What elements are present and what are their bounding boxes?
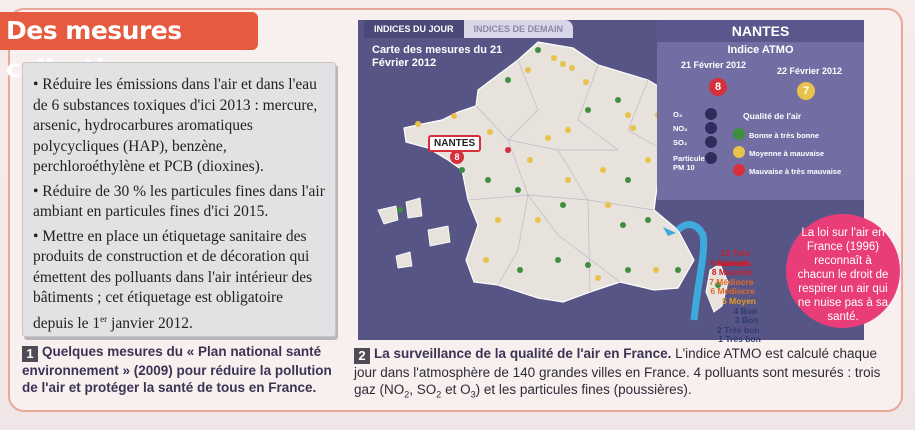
caption-2-number: 2 [354, 348, 370, 364]
france-outline [403, 41, 695, 303]
section-title: Des mesures collectives [0, 12, 258, 83]
stations [397, 47, 721, 288]
quality-dot-good [733, 128, 745, 140]
law-text: La loi sur l'air en France (1996) reconn… [797, 227, 889, 323]
atmo-scale-graphic [663, 221, 708, 321]
scale-level-1: 1 Très bon [718, 334, 761, 345]
map-tabs: INDICES DU JOUR INDICES DE DEMAIN [364, 20, 574, 38]
tab-indices-du-jour[interactable]: INDICES DU JOUR [364, 20, 464, 38]
nantes-map-index: 8 [450, 150, 464, 164]
scale-level-4: 4 Bon [733, 305, 758, 316]
so2-sub: 2 [436, 389, 442, 400]
scale-level-6: 6 Médiocre [710, 286, 755, 297]
measures-text-box: • Réduire les émissions dans l'air et da… [22, 62, 336, 337]
scale-level-9: 9 Mauvais [710, 257, 752, 268]
no2-sub: 2 [404, 389, 410, 400]
scale-level-7: 7 Médiocre [709, 276, 754, 287]
caption-2-text: L'indice ATMO est calculé chaque jour da… [354, 346, 881, 397]
pollutant-dot-so2 [705, 136, 717, 148]
caption-1-text: Quelques mesures du « Plan national sant… [22, 344, 332, 395]
index-badge-2: 7 [797, 82, 815, 100]
date-1: 21 Février 2012 [681, 60, 747, 70]
nantes-title: NANTES [657, 20, 864, 42]
bullet-2: • Réduire de 30 % les particules fines d… [33, 182, 325, 221]
date-sup: er [100, 313, 108, 324]
pollutant-pm10: Particules PM 10 [673, 154, 709, 172]
so2-text: , SO [409, 382, 437, 397]
date-2: 22 Février 2012 [777, 66, 843, 76]
france-map [377, 41, 729, 321]
bullet-3-text: • Mettre en place un étiquetage sanitair… [33, 227, 313, 332]
scale-level-5: 5 Moyen [721, 296, 756, 306]
pollutant-dot-pm10 [705, 152, 717, 164]
tab-indices-de-demain[interactable]: INDICES DE DEMAIN [463, 20, 574, 38]
index-badge-1: 8 [709, 78, 727, 96]
quality-dot-bad [733, 164, 745, 176]
caption-1: 1 Quelques mesures du « Plan national san… [22, 343, 342, 396]
o3-text: et O [441, 382, 471, 397]
overseas-islands [377, 197, 451, 269]
nantes-map-label-text: NANTES [434, 138, 476, 149]
quality-label-bad: Mauvaise à très mauvaise [749, 167, 842, 176]
pollutant-dot-no2 [705, 122, 717, 134]
quality-dot-medium [733, 146, 745, 158]
region-lines [467, 59, 664, 293]
quality-title: Qualité de l'air [743, 111, 802, 121]
quality-label-medium: Moyenne à mauvaise [749, 149, 825, 158]
quality-label-good: Bonne à très bonne [749, 131, 820, 140]
caption-1-number: 1 [22, 346, 38, 362]
corsica [705, 263, 729, 313]
bullet-3: • Mettre en place un étiquetage sanitair… [33, 227, 313, 332]
scale-level-2: 2 Très bon [717, 324, 760, 335]
nantes-panel: NANTES Indice ATMO 21 Février 2012 22 Fé… [657, 20, 864, 200]
scale-level-3: 3 Bon [734, 315, 759, 326]
scale-level-8: 8 Mauvais [711, 267, 753, 278]
pollutant-so2: SO₂ [673, 138, 688, 147]
law-circle: La loi sur l'air en France (1996) reconn… [786, 214, 900, 328]
atmo-title: Indice ATMO [727, 44, 794, 56]
pollutant-o3: O₃ [673, 110, 683, 119]
o3-sub: 3 [470, 389, 476, 400]
scale-level-10: 10 Très mauvais [715, 248, 750, 268]
pollutant-no2: NO₂ [673, 124, 688, 133]
caption-2: 2 La surveillance de la qualité de l'air … [354, 345, 894, 404]
caption-2-tail: ) et les particules fines (poussières). [475, 382, 692, 397]
caption-2-bold: La surveillance de la qualité de l'air e… [374, 346, 672, 361]
map-title: Carte des mesures du 21 Février 2012 [372, 44, 503, 69]
pollutant-dot-o3 [705, 108, 717, 120]
bullet-1: • Réduire les émissions dans l'air et da… [33, 76, 318, 175]
bullet-3-tail: janvier 2012. [107, 314, 193, 332]
